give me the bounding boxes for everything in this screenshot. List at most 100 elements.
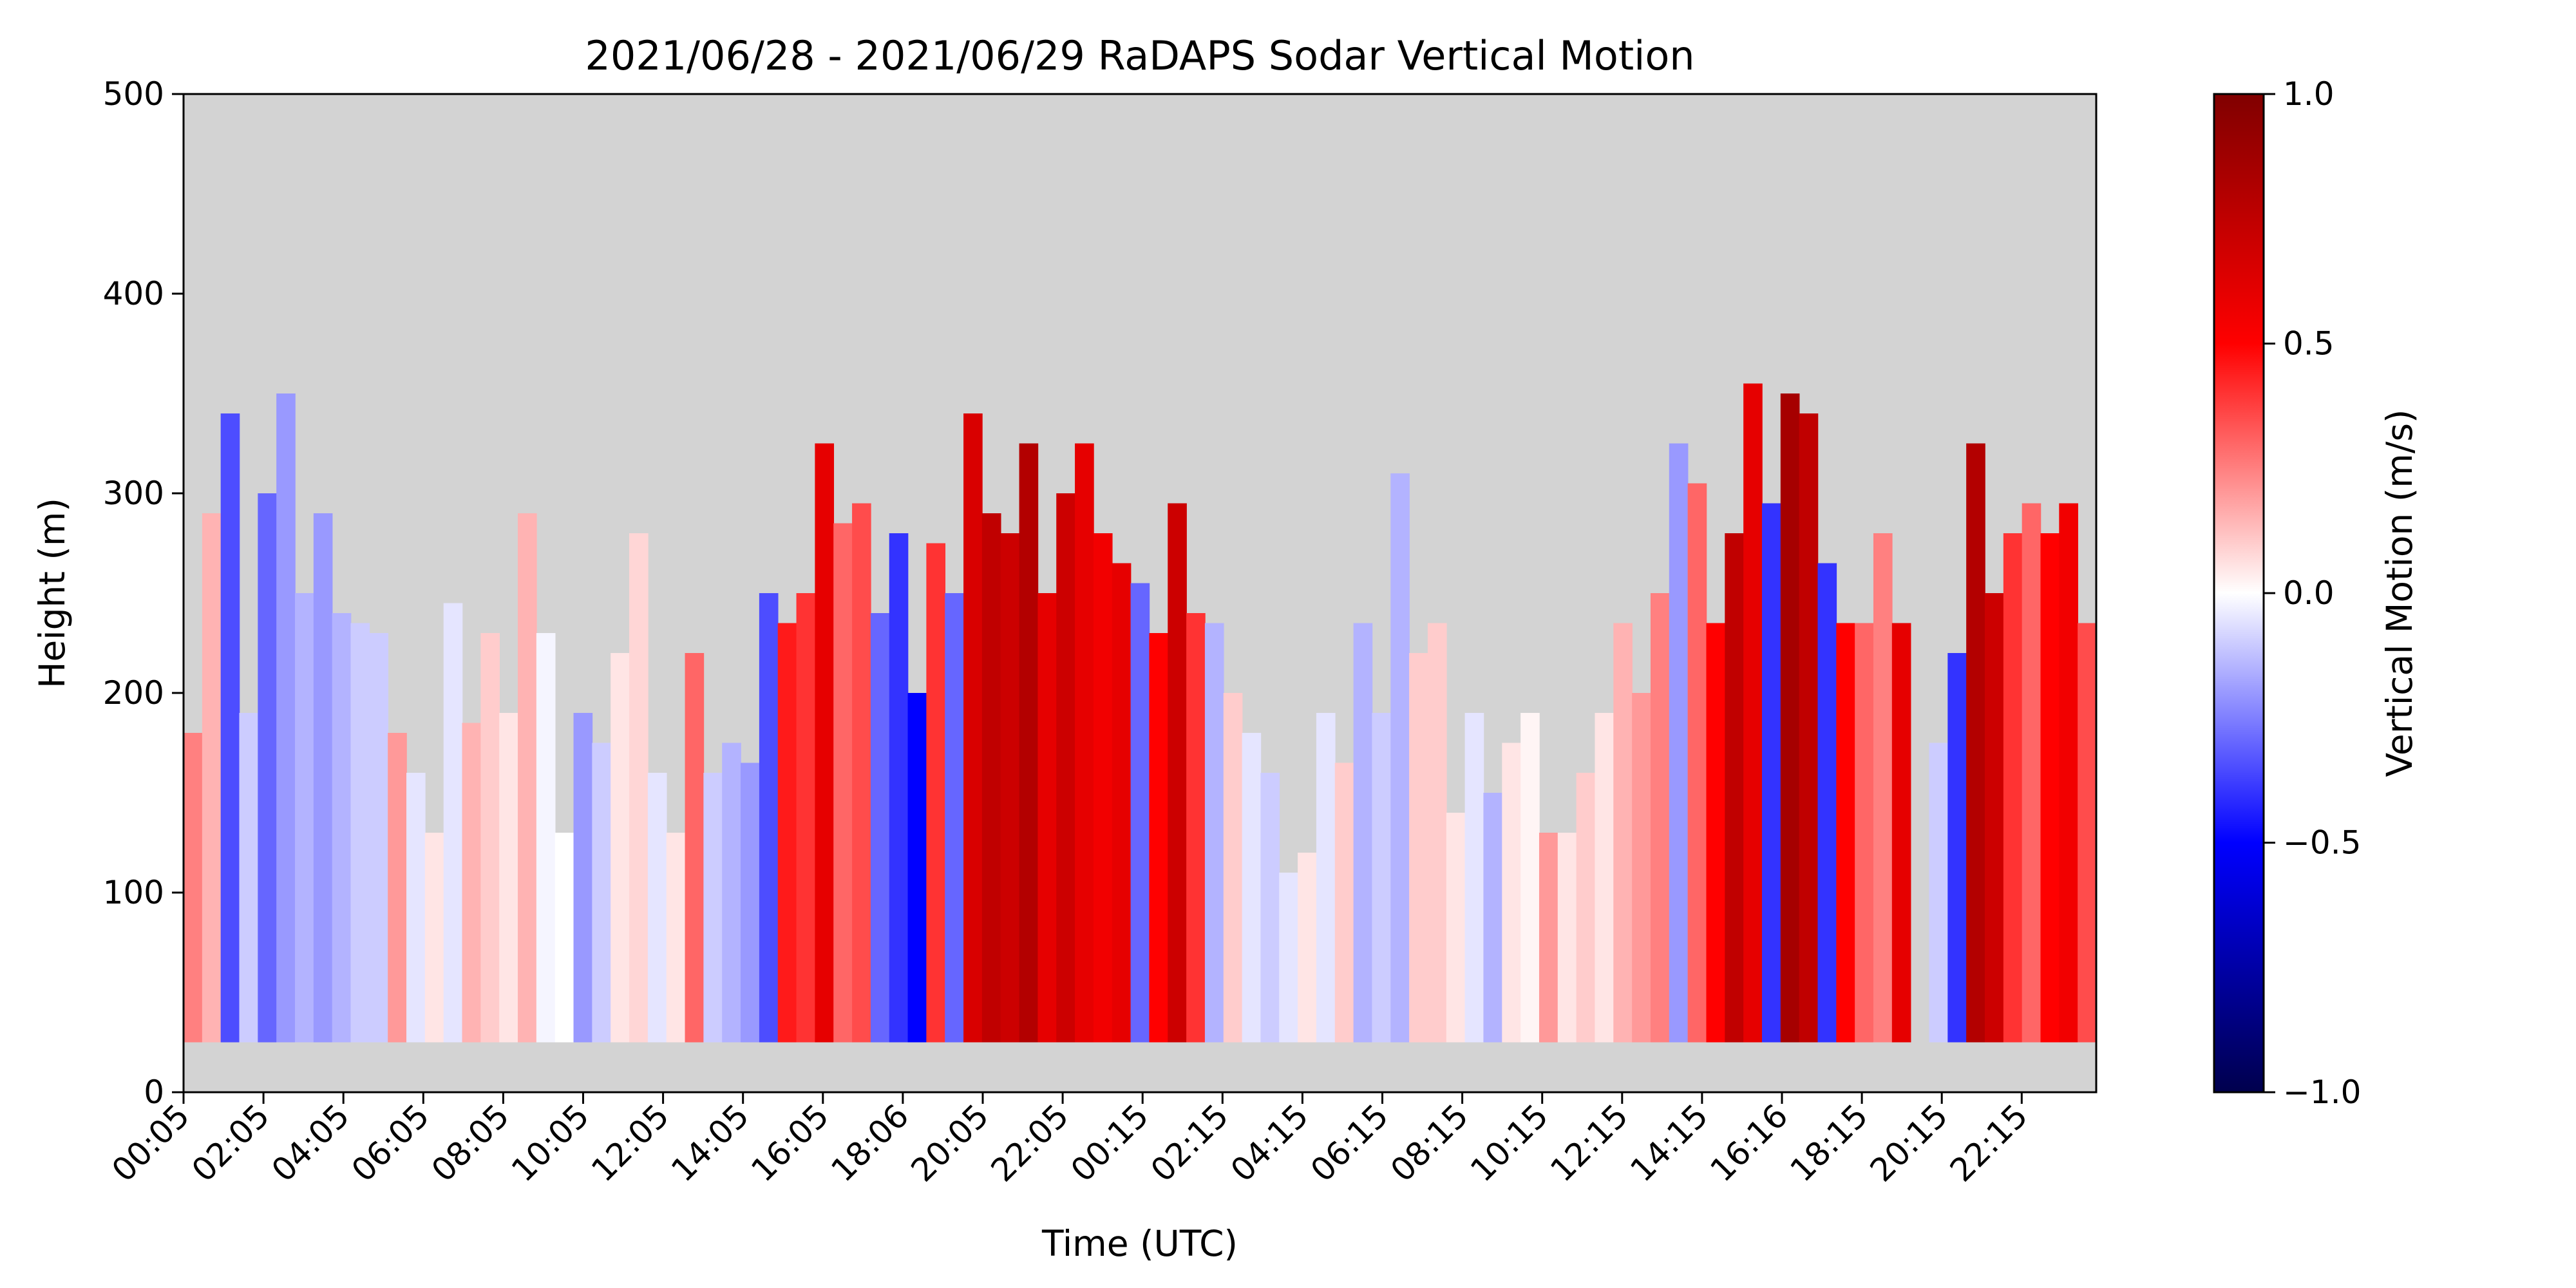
- heatmap-column: [1669, 443, 1689, 1043]
- heatmap-column: [1075, 443, 1094, 1043]
- heatmap-column: [945, 593, 964, 1043]
- heatmap-column: [981, 513, 1001, 1043]
- heatmap-column: [1409, 653, 1428, 1043]
- heatmap-column: [1390, 473, 1410, 1043]
- colorbar-tick-label: 1.0: [2283, 75, 2334, 113]
- heatmap-column: [759, 593, 779, 1043]
- heatmap-column: [1761, 503, 1781, 1043]
- heatmap-column: [388, 733, 407, 1043]
- heatmap-column: [1613, 623, 1633, 1043]
- heatmap-column: [907, 693, 927, 1043]
- heatmap-column: [1427, 623, 1447, 1043]
- heatmap-column: [443, 603, 463, 1043]
- heatmap-column: [741, 762, 760, 1043]
- heatmap-column: [1260, 773, 1280, 1043]
- heatmap-column: [1836, 623, 1855, 1043]
- heatmap-column: [462, 723, 482, 1043]
- heatmap-column: [1112, 563, 1132, 1043]
- heatmap-column: [554, 833, 574, 1043]
- heatmap-column: [926, 543, 946, 1043]
- heatmap-column: [1168, 503, 1187, 1043]
- heatmap-column: [1929, 743, 1949, 1043]
- heatmap-column: [1799, 413, 1819, 1043]
- heatmap-column: [184, 733, 203, 1043]
- heatmap-column: [1780, 393, 1800, 1043]
- heatmap-column: [480, 633, 500, 1043]
- heatmap-column: [1650, 593, 1670, 1043]
- x-tick-label: 12:15: [1543, 1097, 1635, 1189]
- heatmap-column: [1372, 713, 1392, 1043]
- heatmap-column: [1984, 593, 2004, 1043]
- x-tick-label: 06:15: [1303, 1097, 1396, 1189]
- heatmap-column: [518, 513, 537, 1043]
- heatmap-column: [796, 593, 816, 1043]
- heatmap-column: [424, 833, 444, 1043]
- heatmap-column: [1334, 762, 1354, 1043]
- colorbar-ticks: −1.0 −0.5 0.0 0.5 1.0: [2264, 75, 2361, 1111]
- x-tick-label: 04:05: [265, 1097, 357, 1189]
- heatmap-column: [1706, 623, 1726, 1043]
- heatmap-column: [1316, 713, 1336, 1043]
- heatmap-column: [332, 613, 352, 1043]
- heatmap-column: [777, 623, 797, 1043]
- x-tick-label: 16:16: [1703, 1097, 1795, 1189]
- heatmap-column: [1037, 593, 1057, 1043]
- heatmap-column: [1000, 533, 1020, 1043]
- heatmap-column: [2040, 533, 2060, 1043]
- heatmap-column: [1353, 623, 1373, 1043]
- heatmap-column: [369, 633, 388, 1043]
- heatmap-column: [1725, 533, 1744, 1043]
- heatmap-column: [573, 713, 593, 1043]
- heatmap-column: [685, 653, 705, 1043]
- heatmap-column: [1483, 793, 1503, 1043]
- heatmap-column: [1632, 693, 1651, 1043]
- heatmap-column: [1186, 613, 1206, 1043]
- heatmap-column: [1947, 653, 1967, 1043]
- x-axis-label: Time (UTC): [1041, 1223, 1238, 1264]
- heatmap-column: [1056, 493, 1075, 1043]
- y-tick-label: 400: [103, 275, 164, 312]
- heatmap-column: [1464, 713, 1484, 1043]
- colorbar-label: Vertical Motion (m/s): [2379, 410, 2420, 777]
- heatmap-column: [2022, 503, 2041, 1043]
- heatmap-column: [258, 493, 277, 1043]
- heatmap-column: [1855, 623, 1874, 1043]
- heatmap-column: [629, 533, 649, 1043]
- x-tick-label: 14:15: [1623, 1097, 1715, 1189]
- heatmap-column: [1242, 733, 1262, 1043]
- heatmap-column: [815, 443, 835, 1043]
- heatmap-column: [536, 633, 556, 1043]
- colorbar-tick-label: −1.0: [2283, 1074, 2361, 1111]
- heatmap-column: [852, 503, 871, 1043]
- heatmap-column: [611, 653, 630, 1043]
- y-tick-label: 500: [103, 75, 164, 113]
- y-tick-label: 0: [144, 1074, 164, 1111]
- heatmap-column: [963, 413, 983, 1043]
- heatmap-column: [220, 413, 240, 1043]
- heatmap-column: [1891, 623, 1911, 1043]
- x-tick-label: 00:15: [1064, 1097, 1156, 1189]
- x-tick-label: 18:15: [1783, 1097, 1875, 1189]
- x-tick-label: 08:15: [1383, 1097, 1475, 1189]
- y-axis-label: Height (m): [32, 498, 73, 688]
- heatmap-column: [1817, 563, 1837, 1043]
- x-tick-label: 06:05: [345, 1097, 437, 1189]
- heatmap-column: [2078, 623, 2096, 1043]
- x-tick-label: 14:05: [664, 1097, 756, 1189]
- x-tick-label: 04:15: [1224, 1097, 1316, 1189]
- heatmap-column: [1130, 583, 1150, 1043]
- y-tick-label: 100: [103, 874, 164, 911]
- heatmap-column: [592, 743, 611, 1043]
- heatmap-columns: [184, 383, 2096, 1043]
- heatmap-column: [1539, 833, 1558, 1043]
- heatmap-column: [1595, 713, 1615, 1043]
- colorbar: [2213, 93, 2265, 1094]
- colorbar-tick-label: 0.0: [2283, 574, 2334, 612]
- heatmap-column: [666, 833, 686, 1043]
- x-tick-label: 22:05: [984, 1097, 1076, 1189]
- heatmap-column: [239, 713, 259, 1043]
- heatmap-column: [1520, 713, 1540, 1043]
- heatmap-column: [833, 523, 853, 1043]
- heatmap-column: [202, 513, 222, 1043]
- x-tick-label: 08:05: [424, 1097, 516, 1189]
